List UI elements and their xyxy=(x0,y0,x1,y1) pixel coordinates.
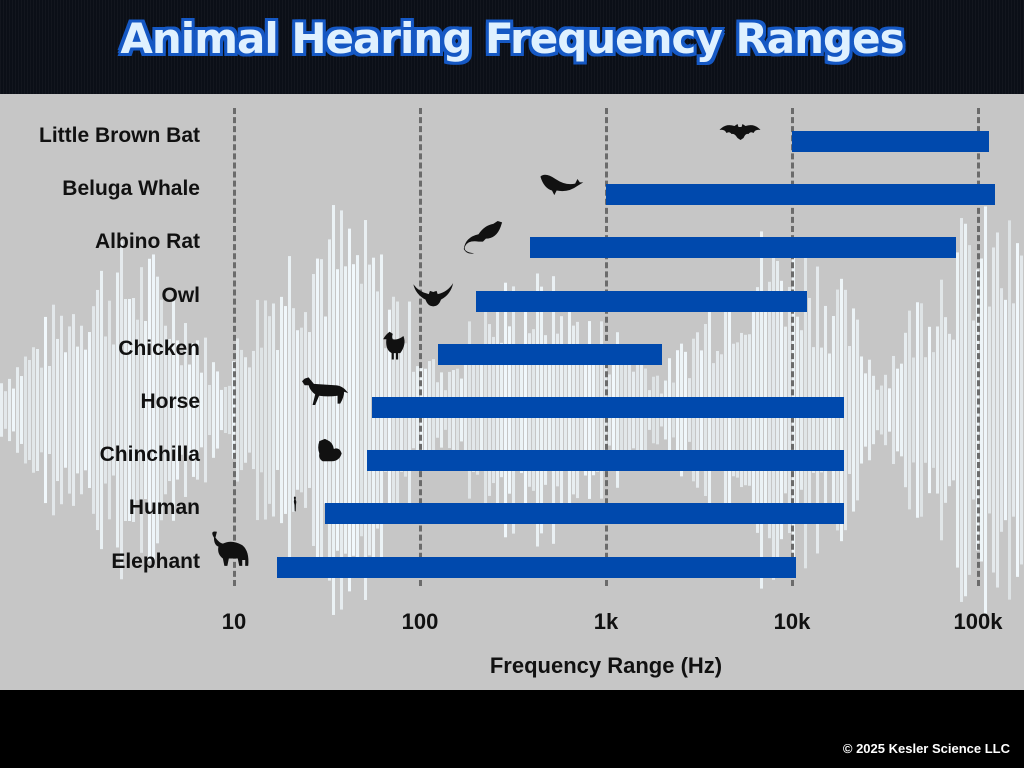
y-category-label: Human xyxy=(128,496,200,520)
y-category-label: Chicken xyxy=(118,336,200,360)
copyright-text: © 2025 Kesler Science LLC xyxy=(842,741,1010,756)
whale-icon xyxy=(540,174,584,196)
y-category-label: Albino Rat xyxy=(95,230,200,254)
y-category-label: Owl xyxy=(161,283,200,307)
rat-icon xyxy=(463,220,503,254)
y-category-label: Chinchilla xyxy=(99,443,200,467)
range-bar xyxy=(792,131,990,152)
x-tick-label: 10 xyxy=(221,609,247,634)
owl-icon xyxy=(413,283,454,307)
range-bar xyxy=(606,184,995,206)
bat-icon xyxy=(719,124,761,140)
range-bar xyxy=(276,556,796,578)
x-tick-label: 1k xyxy=(593,609,619,634)
y-category-label: Horse xyxy=(140,390,200,413)
range-bar xyxy=(475,290,807,312)
y-category-label: Beluga Whale xyxy=(62,177,200,201)
chicken-icon xyxy=(383,331,405,360)
range-bar xyxy=(367,450,844,472)
human-icon xyxy=(293,496,297,512)
x-tick-label: 100k xyxy=(953,609,1003,634)
header: Animal Hearing Frequency Ranges xyxy=(0,0,1024,94)
y-category-label: Little Brown Bat xyxy=(39,124,200,147)
x-axis-label: Frequency Range (Hz) xyxy=(489,653,723,678)
gridline xyxy=(233,108,236,586)
gridline xyxy=(419,108,422,586)
chart-title: Animal Hearing Frequency Ranges xyxy=(120,14,904,63)
gridline xyxy=(791,108,794,586)
horse-icon xyxy=(302,377,349,405)
x-tick-label: 10k xyxy=(773,609,811,634)
range-bar xyxy=(438,343,662,365)
elephant-icon xyxy=(212,531,249,566)
chinchilla-icon xyxy=(318,438,342,462)
range-bar xyxy=(325,503,844,525)
footer: © 2025 Kesler Science LLC xyxy=(0,690,1024,768)
range-bar xyxy=(371,397,844,418)
y-category-label: Elephant xyxy=(111,549,200,573)
x-tick-label: 100 xyxy=(401,609,439,634)
range-bar xyxy=(529,237,956,259)
gridline xyxy=(977,108,980,586)
